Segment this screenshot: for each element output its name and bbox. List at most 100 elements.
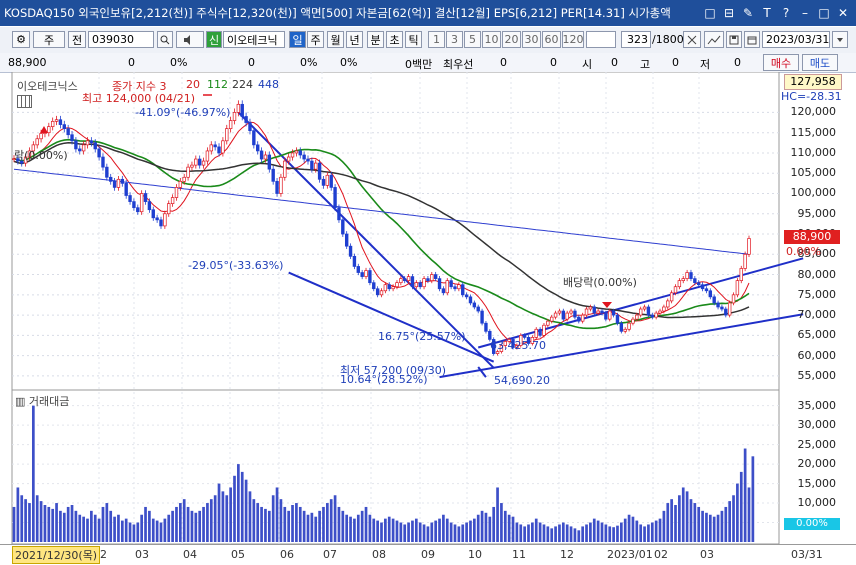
prev-button[interactable]: 전 [68,31,86,48]
volume-bar [291,505,294,542]
count-input[interactable]: 323 [621,31,651,48]
candle-body [507,339,511,342]
volume-bar [697,506,701,542]
tab-week[interactable]: 주 [307,31,324,48]
volume-bar [751,456,755,542]
volume-bar [117,514,120,542]
tab-tick[interactable]: 틱 [405,31,422,48]
x-month-tick: 2 [100,548,107,561]
grid-toggle-icon[interactable] [17,95,32,108]
volume-bar [209,499,213,542]
volume-bar [260,506,263,542]
gear-icon[interactable]: ⚙ [12,31,30,48]
period-60[interactable]: 60 [542,31,561,48]
x-month-tick: 06 [280,548,294,561]
volume-bar [186,506,190,542]
volume-bar [515,522,519,542]
minimize-icon[interactable]: – [802,6,808,20]
date-picker-icon[interactable] [832,31,848,48]
font-icon[interactable]: T [763,6,771,20]
ma-line-112 [13,138,750,330]
maximize-icon[interactable]: □ [818,6,830,20]
volume-bar [554,526,557,542]
quote-volume: 0 [248,56,255,69]
volume-bar [325,503,329,542]
quote-bar: 88,900 0 0% 0 0% 0% 0백만 최우선 0 0 시 0 고 0 … [0,53,856,73]
window-titlebar: KOSDAQ150 외국인보유[2,212(천)] 주식수[12,320(천)]… [0,0,856,26]
candle-body [348,245,353,257]
candle-body [731,294,736,304]
volume-bar [275,487,279,542]
candle-body [488,330,492,340]
period-20[interactable]: 20 [502,31,521,48]
window-icon-2[interactable]: ⊟ [723,6,735,20]
volume-bar [736,483,739,542]
x-month-tick: 03 [135,548,149,561]
candle-body [685,272,689,279]
tab-minute[interactable]: 분 [367,31,384,48]
candle-body [372,282,376,290]
save-icon[interactable] [726,31,742,48]
hc-label: HC=-28.31 [781,90,842,103]
candle-body [105,166,109,178]
candle-body [611,310,616,316]
date-input[interactable]: 2023/03/31 [762,31,830,48]
chart-area[interactable] [0,72,856,544]
period-10[interactable]: 10 [482,31,501,48]
candle-body [499,345,504,352]
candle-body [565,312,569,320]
period-120[interactable]: 120 [562,31,584,48]
candle-body [542,324,546,336]
candle-body [85,140,90,146]
period-5[interactable]: 5 [464,31,481,48]
tab-second[interactable]: 초 [386,31,403,48]
help-icon[interactable]: ? [782,6,790,20]
ruler-icon[interactable] [683,31,701,48]
candle-body [139,193,144,213]
volume-bar [237,464,240,542]
volume-bar [28,503,31,542]
search-icon[interactable] [157,31,173,48]
volume-bar [612,527,615,542]
chart-tool-icon[interactable] [704,31,724,48]
volume-bar [399,522,403,542]
period-3[interactable]: 3 [446,31,463,48]
volume-bar [322,506,325,542]
sell-button[interactable]: 매도 [802,54,838,71]
buy-button[interactable]: 매수 [763,54,799,71]
stock-code-input[interactable]: 039030 [88,31,154,48]
tab-year[interactable]: 년 [346,31,363,48]
volume-bar [287,510,291,542]
volume-bar [496,487,499,542]
candle-body [232,112,237,121]
candle-body [298,150,302,156]
volume-bar [252,499,256,542]
speaker-icon[interactable] [176,31,204,48]
volume-bar [434,520,438,542]
tab-day[interactable]: 일 [289,31,306,48]
candle-body [391,286,395,290]
period-1[interactable]: 1 [428,31,445,48]
calendar-icon[interactable] [744,31,760,48]
volume-bar [503,510,507,542]
volume-tick: 35,000 [797,398,837,412]
candle-body [689,272,693,279]
close-icon[interactable]: ✕ [837,6,849,20]
volume-bar [337,506,341,542]
tab-month[interactable]: 월 [327,31,344,48]
period-30[interactable]: 30 [522,31,541,48]
edit-icon[interactable]: ✎ [742,6,754,20]
candle-body [12,158,16,160]
market-select[interactable]: 주 [33,31,65,48]
volume-bar [302,510,306,542]
period-custom-input[interactable] [586,31,616,48]
volume-bar [492,506,496,542]
volume-bar [82,516,85,542]
price-axis: 120,000 115,000 110,000 105,000 100,000 95,00… [779,72,856,544]
window-icon-1[interactable]: □ [704,6,716,20]
volume-bar [59,510,62,542]
volume-bar [120,520,124,542]
volume-tick: 10,000 [797,496,837,510]
candle-body [136,207,140,213]
candle-body [569,310,573,314]
